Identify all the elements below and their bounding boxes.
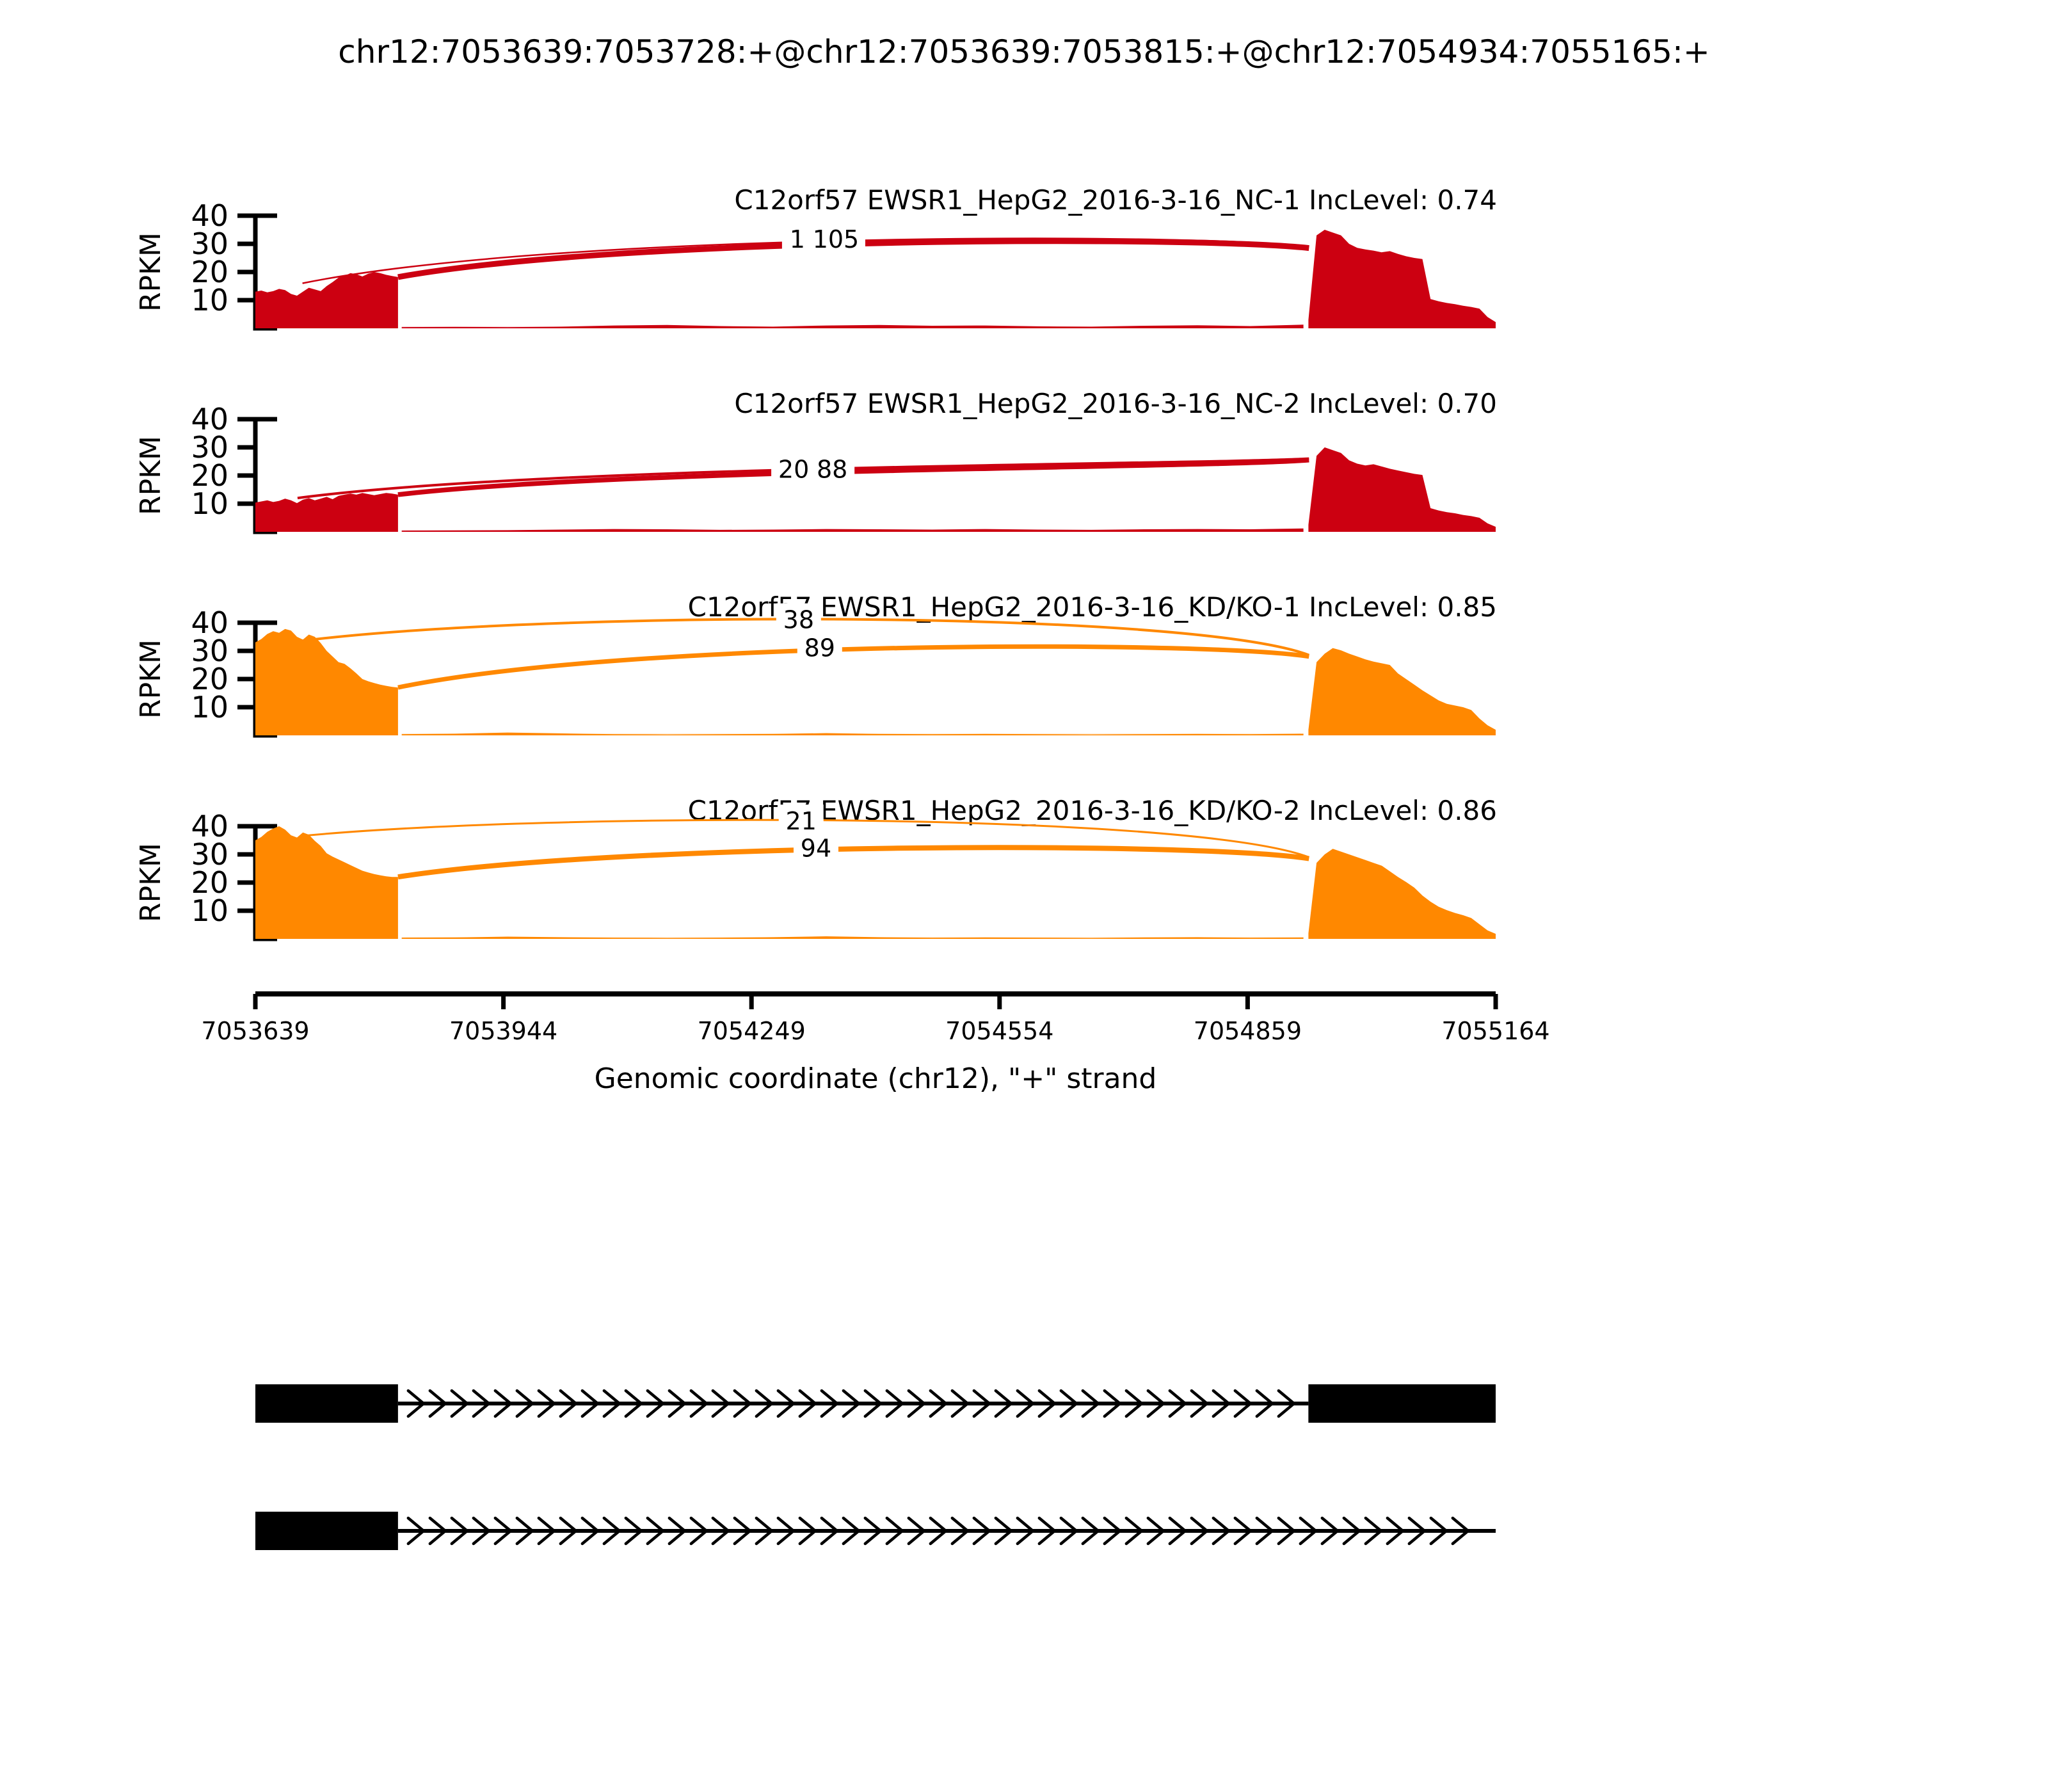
x-tick-label: 7054859 — [1194, 1017, 1302, 1045]
y-tick-label: 40 — [191, 809, 228, 844]
x-tick-label: 7054249 — [698, 1017, 806, 1045]
coverage-area-intron — [401, 528, 1304, 532]
junction-count-label: 1 — [790, 225, 805, 253]
strand-direction-arrows — [406, 1389, 1297, 1418]
rpkm-axis-label: RPKM — [134, 843, 167, 922]
coverage-area-left-exon — [255, 826, 398, 939]
y-tick-label: 40 — [191, 605, 228, 640]
junction-count-bbox — [793, 831, 838, 864]
strand-direction-arrows — [406, 1516, 1471, 1546]
junction-arc — [397, 644, 1309, 690]
rpkm-axis-label: RPKM — [134, 232, 167, 312]
junction-count-label: 21 — [786, 807, 817, 835]
rpkm-axis-label: RPKM — [134, 436, 167, 515]
coverage-area-intron — [401, 324, 1304, 328]
junction-arc — [300, 819, 1309, 858]
junction-count-label: 89 — [804, 634, 835, 662]
y-tick-label: 20 — [191, 865, 228, 900]
y-tick-label: 10 — [191, 690, 228, 724]
y-tick-label: 20 — [191, 255, 228, 289]
coverage-area-intron — [401, 732, 1304, 735]
x-axis: 7053639 7053944 7054249 7054554 7054859 70551… — [201, 991, 1550, 1045]
y-tick-label: 10 — [191, 893, 228, 928]
junction-count-bbox — [771, 452, 817, 485]
rpkm-axis-label: RPKM — [134, 639, 167, 719]
junction-count-label: 20 — [778, 455, 809, 483]
junction-count-label: 94 — [801, 834, 831, 862]
junction-count-bbox — [806, 223, 865, 255]
junction-count-bbox — [776, 603, 821, 636]
isoform-annotation-1 — [255, 1384, 1496, 1423]
coverage-area-right-exon — [1308, 648, 1496, 735]
junction-arc — [300, 618, 1309, 657]
y-tick-label: 30 — [191, 634, 228, 668]
y-tick-label: 10 — [191, 283, 228, 317]
junction-arc — [397, 845, 1309, 880]
x-axis-label: Genomic coordinate (chr12), "+" strand — [595, 1062, 1157, 1095]
junction-count-label: 105 — [813, 225, 860, 253]
junction-arc — [397, 238, 1309, 280]
track-title: C12orf57 EWSR1_HepG2_2016-3-16_KD/KO-1 I… — [688, 591, 1497, 623]
junction-count-bbox — [778, 804, 824, 837]
track-title: C12orf57 EWSR1_HepG2_2016-3-16_NC-2 IncL… — [734, 388, 1497, 419]
coverage-area-left-exon — [255, 272, 398, 328]
y-tick-label: 20 — [191, 458, 228, 493]
coverage-area-right-exon — [1308, 230, 1496, 328]
junction-count-label: 38 — [783, 606, 814, 634]
junction-arc — [397, 458, 1309, 497]
y-tick-label: 30 — [191, 430, 228, 465]
track-title: C12orf57 EWSR1_HepG2_2016-3-16_NC-1 IncL… — [734, 184, 1497, 216]
coverage-area-left-exon — [255, 628, 398, 735]
y-tick-label: 20 — [191, 662, 228, 696]
y-tick-label: 30 — [191, 837, 228, 872]
coverage-area-intron — [401, 936, 1304, 939]
junction-count-label: 88 — [817, 455, 847, 483]
coverage-area-right-exon — [1308, 447, 1496, 532]
isoform-annotation-2 — [255, 1512, 1496, 1550]
junction-count-bbox — [797, 631, 842, 664]
y-tick-label: 40 — [191, 402, 228, 436]
exon-box — [1308, 1384, 1496, 1423]
exon-box — [255, 1512, 398, 1550]
page-title: chr12:7053639:7053728:+@chr12:7053639:70… — [338, 33, 1710, 70]
coverage-area-left-exon — [255, 493, 398, 532]
sashimi-figure: Genomic coordinate (chr12), "+" strand 1… — [134, 184, 1550, 1550]
y-tick-label: 30 — [191, 227, 228, 261]
x-tick-label: 7053944 — [449, 1017, 557, 1045]
x-tick-label: 7053639 — [201, 1017, 309, 1045]
coverage-area-right-exon — [1308, 849, 1496, 939]
y-tick-label: 10 — [191, 486, 228, 521]
x-tick-label: 7055164 — [1441, 1017, 1549, 1045]
y-tick-label: 40 — [191, 198, 228, 233]
exon-box — [255, 1384, 398, 1423]
junction-count-bbox — [810, 452, 855, 485]
x-tick-label: 7054554 — [945, 1017, 1053, 1045]
